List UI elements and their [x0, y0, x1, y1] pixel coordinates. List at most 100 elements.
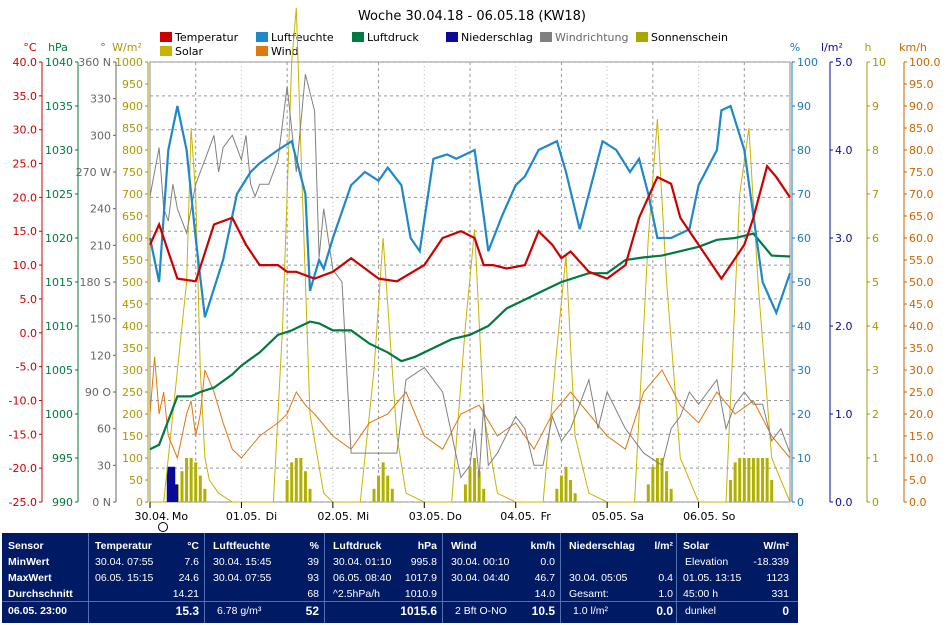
stats-separator	[2, 601, 798, 602]
pressure-unit-label: hPa	[48, 41, 68, 54]
series-line-luftdruck	[149, 232, 791, 451]
temperature-axis-tick: 0.0	[20, 327, 38, 340]
wind-direction-bft: 2 Bft O-NO	[455, 605, 507, 617]
sunshine-axis-tick: 1	[872, 452, 879, 465]
sunshine-axis-tick: 0	[872, 496, 879, 509]
pressure-axis-tick: 1020	[45, 232, 73, 245]
sunshine-axis-tick: 7	[872, 188, 879, 201]
wind-axis-tick: 100.0	[909, 56, 941, 69]
x-tick-date: 01.05.	[226, 510, 261, 523]
weather-chart: Woche 30.04.18 - 06.05.18 (KW18) Tempera…	[9, 7, 941, 532]
humidity-axis-tick: 10	[797, 452, 811, 465]
sunshine-bar	[386, 475, 390, 502]
sunshine-bar	[377, 475, 381, 502]
solar-elevation-value: -18.339	[753, 556, 789, 568]
sunshine-bar	[180, 471, 184, 502]
sunshine-bar	[473, 458, 477, 502]
direction-axis-tick: 90 O	[85, 386, 111, 399]
legend-swatch	[446, 32, 458, 42]
humidity-unit-label: %	[790, 41, 800, 54]
temperature-axis-tick: -15.0	[9, 428, 37, 441]
x-tick-day: Mi	[357, 510, 370, 523]
legend-swatch	[256, 32, 268, 42]
humidity-min-value: 39	[307, 556, 319, 568]
stats-wind-column: Wind km/h 30.04. 00:10 0.0 30.04. 04:40 46.…	[442, 533, 561, 623]
humidity-max-time: 30.04. 07:55	[213, 572, 272, 584]
humidity-axis-tick: 40	[797, 320, 811, 333]
temperature-axis-tick: -10.0	[9, 394, 37, 407]
pressure-axis-tick: 1010	[45, 320, 73, 333]
header-rain: Niederschlag	[569, 540, 635, 552]
left-axes: 40.0 35.0 30.0 25.0 20.0 15.0 10.0 5.0 0.0 -5.0 -1…	[9, 56, 149, 509]
wind-axis-tick: 30.0	[909, 364, 934, 377]
stats-sensor-column: Sensor MinWert MaxWert Durchschnitt 06.0…	[2, 533, 88, 623]
pressure-axis-tick: 1000	[45, 408, 73, 421]
legend-label: Niederschlag	[461, 31, 533, 44]
sunshine-bar	[194, 462, 198, 502]
axis-units: °C hPa ° W/m²% l/m² h km/h	[23, 41, 927, 54]
sunshine-bar	[390, 488, 394, 502]
wind-axis-tick: 95.0	[909, 78, 934, 91]
current-day-marker-icon	[158, 522, 168, 532]
sunshine-bar	[738, 458, 742, 502]
plot-area	[148, 7, 792, 503]
wind-avg-value: 14.0	[534, 588, 555, 600]
sunshine-axis-tick: 5	[872, 276, 879, 289]
x-tick-date: 06.05.	[683, 510, 718, 523]
sunshine-bar	[290, 462, 294, 502]
humidity-axis-tick: 30	[797, 364, 811, 377]
solar-axis-tick: 500	[122, 276, 143, 289]
solar-axis-tick: 950	[122, 78, 143, 91]
legend-swatch	[636, 32, 648, 42]
sunshine-bar	[559, 475, 563, 502]
solar-axis-tick: 650	[122, 210, 143, 223]
temperature-axis-tick: 25.0	[13, 158, 38, 171]
sunshine-bar	[381, 462, 385, 502]
sunshine-axis-tick: 10	[872, 56, 886, 69]
temperature-axis-tick: -20.0	[9, 462, 37, 475]
direction-axis-tick: 300	[90, 129, 111, 142]
direction-axis-tick: 360 N	[78, 56, 111, 69]
wind-axis-tick: 90.0	[909, 100, 934, 113]
header-pressure: Luftdruck	[333, 540, 382, 552]
stats-solar-column: Solar W/m² Elevation -18.339 01.05. 13:15 1…	[676, 533, 797, 623]
solar-axis-tick: 900	[122, 100, 143, 113]
sunshine-bar	[669, 488, 673, 502]
sunshine-bar	[308, 488, 312, 502]
sunshine-bar	[189, 458, 193, 502]
direction-axis-tick: 0 N	[92, 496, 111, 509]
solar-max-value: 1123	[766, 572, 789, 584]
rain-max-time: 30.04. 05:05	[569, 572, 628, 584]
sunshine-bar	[751, 458, 755, 502]
right-axes: 10090807060504030201005.04.03.02.01.00.0…	[791, 56, 941, 509]
sunshine-unit-label: h	[865, 41, 872, 54]
x-tick-day: So	[722, 510, 736, 523]
sunshine-bar	[573, 493, 577, 502]
stats-pressure-column: Luftdruck hPa 30.04. 01:10 995.8 06.05. 08…	[324, 533, 443, 623]
solar-axis-tick: 200	[122, 408, 143, 421]
solar-axis-tick: 0	[136, 496, 143, 509]
solar-axis-tick: 250	[122, 386, 143, 399]
sunshine-bar	[733, 462, 737, 502]
humidity-axis-tick: 90	[797, 100, 811, 113]
direction-unit-label: °	[100, 41, 106, 54]
legend-label: Luftdruck	[367, 31, 419, 44]
wind-axis-tick: 60.0	[909, 232, 934, 245]
temperature-axis-tick: 30.0	[13, 124, 38, 137]
legend-label: Solar	[175, 45, 204, 58]
wind-unit-label: km/h	[899, 41, 927, 54]
sunshine-bar	[555, 488, 559, 502]
temperature-axis-tick: 40.0	[13, 56, 38, 69]
wind-max-value: 46.7	[534, 572, 555, 584]
rain-current-value: 0.0	[656, 604, 673, 618]
wind-axis-tick: 65.0	[909, 210, 934, 223]
precipitation-bar	[169, 466, 173, 502]
sunshine-bar	[651, 466, 655, 502]
solar-axis-tick: 450	[122, 298, 143, 311]
temperature-axis-tick: 10.0	[13, 259, 38, 272]
humidity-avg-value: 68	[307, 588, 319, 600]
sunshine-bar	[761, 458, 765, 502]
sunshine-bar	[660, 458, 664, 502]
humidity-axis-tick: 70	[797, 188, 811, 201]
solar-avg-value: 331	[771, 588, 789, 600]
